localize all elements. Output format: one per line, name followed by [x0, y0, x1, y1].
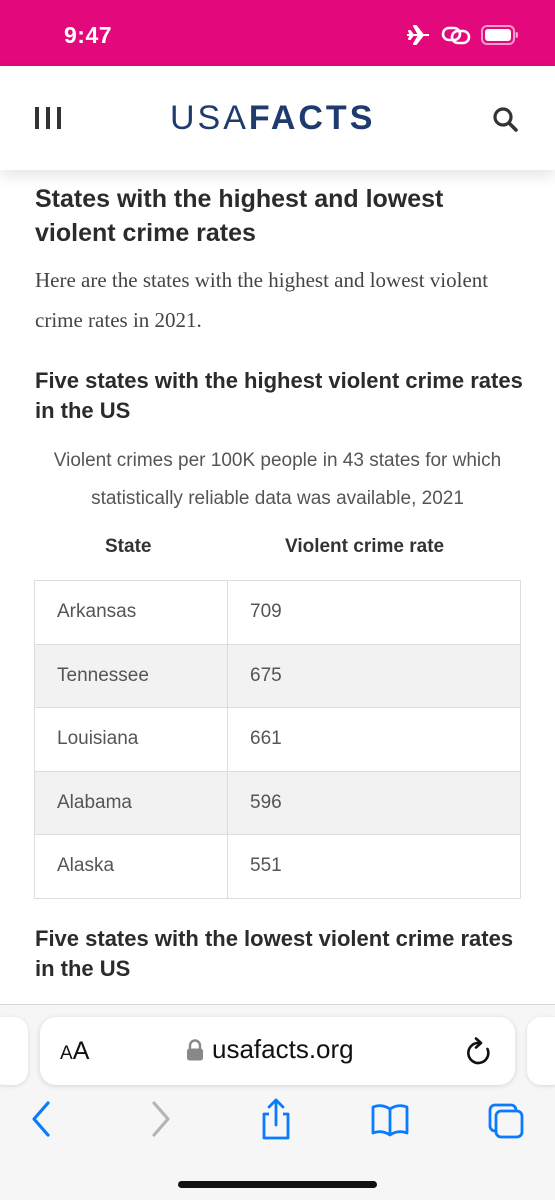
- share-icon: [262, 1098, 290, 1140]
- url-text: usafacts.org: [212, 1034, 354, 1064]
- bookmarks-button[interactable]: [370, 1097, 410, 1141]
- state-cell: Alabama: [34, 770, 228, 835]
- site-header: USAFACTS: [0, 66, 555, 170]
- focus-link-icon: [441, 26, 471, 45]
- intro-paragraph: Here are the states with the highest and…: [35, 268, 489, 332]
- url-display[interactable]: usafacts.org: [186, 1034, 354, 1065]
- state-cell: Tennessee: [34, 643, 228, 708]
- article-content: States with the highest and lowest viole…: [0, 170, 555, 1004]
- status-time: 9:47: [64, 22, 113, 48]
- highest-table-title: Five states with the highest violent cri…: [35, 368, 523, 423]
- browser-toolbar: AA usafacts.org: [0, 1004, 555, 1200]
- next-tab-preview[interactable]: [527, 1017, 555, 1085]
- column-header-state: State: [105, 536, 152, 557]
- logo-facts: FACTS: [248, 99, 376, 137]
- previous-tab-preview[interactable]: [0, 1017, 28, 1085]
- back-button[interactable]: [22, 1097, 62, 1141]
- status-bar: 9:47: [0, 0, 555, 66]
- forward-button[interactable]: [140, 1097, 180, 1141]
- rate-cell: 661: [227, 707, 521, 772]
- search-icon[interactable]: [492, 106, 518, 132]
- text-size-small-a: A: [60, 1043, 73, 1064]
- browser-nav-row: [0, 1097, 555, 1147]
- rate-cell: 675: [227, 643, 521, 708]
- lock-icon: [187, 1038, 203, 1060]
- table-row: Alabama 596: [34, 770, 521, 835]
- state-cell: Arkansas: [34, 580, 228, 645]
- highest-table-subtitle: Violent crimes per 100K people in 43 sta…: [53, 450, 502, 509]
- column-header-rate: Violent crime rate: [285, 536, 445, 557]
- rate-cell: 596: [227, 770, 521, 835]
- section-title: States with the highest and lowest viole…: [35, 185, 444, 247]
- usafacts-logo[interactable]: USAFACTS: [170, 99, 375, 138]
- battery-icon: [481, 25, 518, 45]
- lowest-table-title: Five states with the lowest violent crim…: [35, 926, 514, 981]
- airplane-mode-icon: [407, 25, 429, 45]
- table-row: Arkansas 709: [34, 580, 521, 645]
- chevron-right-icon: [152, 1101, 170, 1137]
- address-bar[interactable]: AA usafacts.org: [40, 1017, 515, 1085]
- text-size-large-a: A: [72, 1037, 90, 1065]
- table-row: Louisiana 661: [34, 707, 521, 772]
- share-button[interactable]: [256, 1097, 296, 1141]
- logo-usa: USA: [170, 99, 249, 137]
- book-icon: [371, 1104, 409, 1137]
- rate-cell: 709: [227, 580, 521, 645]
- status-icons: [405, 24, 519, 46]
- text-size-button[interactable]: AA: [60, 1037, 89, 1066]
- home-indicator[interactable]: [178, 1181, 377, 1188]
- reload-icon[interactable]: [465, 1037, 493, 1067]
- table-row: Alaska 551: [34, 834, 521, 899]
- table-row: Tennessee 675: [34, 643, 521, 708]
- chevron-left-icon: [32, 1101, 50, 1137]
- state-cell: Alaska: [34, 834, 228, 899]
- hamburger-menu-icon[interactable]: [35, 107, 61, 129]
- tabs-overview-icon: [488, 1103, 524, 1139]
- state-cell: Louisiana: [34, 707, 228, 772]
- tabs-button[interactable]: [486, 1097, 526, 1141]
- rate-cell: 551: [227, 834, 521, 899]
- highest-crime-table: Arkansas 709 Tennessee 675 Louisiana 661…: [34, 580, 521, 899]
